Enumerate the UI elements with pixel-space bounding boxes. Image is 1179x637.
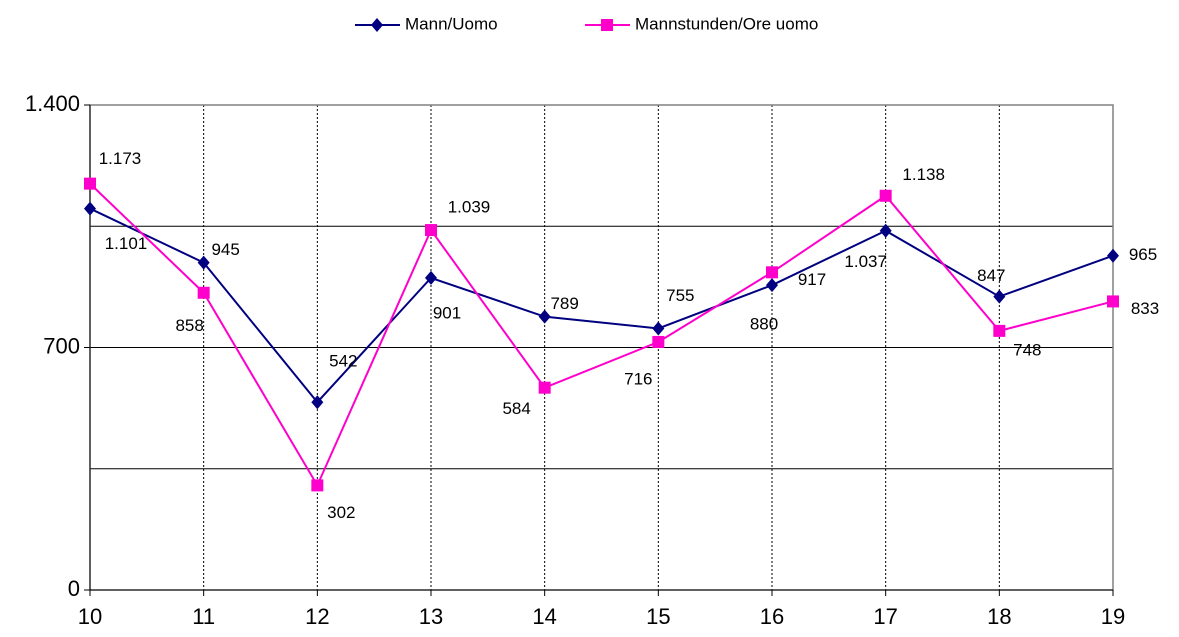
data-label: 302 [327, 503, 355, 522]
data-label: 542 [329, 352, 357, 371]
data-label: 1.138 [902, 165, 945, 184]
marker [766, 278, 778, 293]
marker [766, 266, 778, 279]
x-tick-label: 12 [305, 604, 329, 629]
marker [197, 286, 210, 299]
data-label: 1.101 [105, 234, 148, 253]
marker [652, 335, 665, 348]
x-tick-label: 10 [78, 604, 102, 629]
x-tick-label: 19 [1101, 604, 1125, 629]
data-label: 755 [666, 286, 694, 305]
marker [311, 479, 324, 492]
legend-label: Mannstunden/Ore uomo [635, 14, 818, 33]
marker [879, 223, 892, 238]
data-label: 716 [624, 369, 652, 388]
y-tick-label: 1.400 [25, 91, 80, 116]
marker [197, 255, 210, 270]
data-label: 1.173 [99, 149, 142, 168]
legend-marker [371, 18, 383, 32]
marker [652, 321, 665, 336]
x-tick-label: 14 [532, 604, 556, 629]
marker [1107, 248, 1119, 263]
marker [311, 395, 324, 410]
series-line [89, 207, 1114, 404]
y-tick-label: 700 [43, 333, 80, 358]
x-tick-label: 15 [646, 604, 670, 629]
marker [538, 381, 551, 394]
data-label: 945 [211, 240, 239, 259]
x-tick-label: 17 [873, 604, 897, 629]
data-label: 847 [977, 266, 1005, 285]
x-tick-label: 18 [987, 604, 1011, 629]
marker [84, 201, 96, 216]
marker [993, 289, 1006, 304]
data-label: 858 [175, 316, 203, 335]
x-tick-label: 16 [760, 604, 784, 629]
data-label: 917 [798, 270, 826, 289]
data-label: 901 [433, 303, 461, 322]
data-label: 789 [550, 294, 578, 313]
data-label: 965 [1129, 245, 1157, 264]
data-label: 1.037 [844, 252, 887, 271]
legend-marker [601, 19, 613, 31]
data-label: 1.039 [448, 198, 491, 217]
data-label: 833 [1131, 299, 1159, 318]
x-tick-label: 11 [192, 604, 215, 629]
marker [425, 224, 437, 237]
legend-label: Mann/Uomo [405, 14, 498, 33]
series-line [89, 182, 1114, 488]
marker [425, 270, 437, 285]
marker [1107, 295, 1119, 308]
marker [84, 177, 96, 190]
data-label: 584 [502, 399, 530, 418]
marker [879, 189, 892, 202]
x-tick-label: 13 [419, 604, 443, 629]
data-label: 880 [750, 315, 778, 334]
y-tick-label: 0 [68, 576, 80, 601]
data-label: 748 [1013, 340, 1041, 359]
marker [538, 309, 551, 324]
marker [993, 324, 1006, 337]
